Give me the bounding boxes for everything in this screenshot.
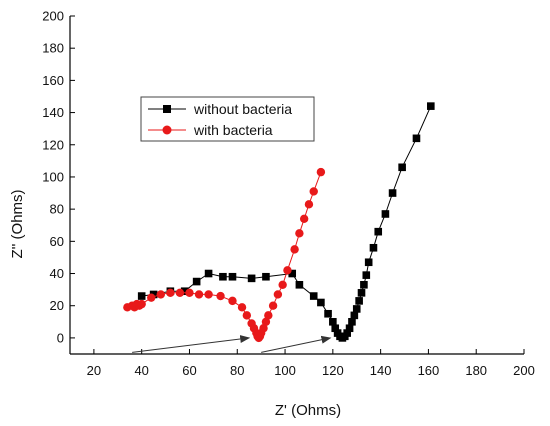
- data-point: [156, 290, 165, 299]
- data-point: [364, 258, 373, 267]
- data-point: [185, 288, 194, 298]
- legend-box: [140, 96, 315, 142]
- legend-label-with-bacteria: with bacteria: [193, 122, 273, 138]
- data-point: [261, 317, 271, 327]
- y-tick-label: 20: [50, 298, 64, 313]
- legend-marker-with-bacteria: [162, 125, 172, 135]
- x-tick-label: 100: [274, 363, 296, 378]
- y-tick-label: 60: [50, 234, 64, 249]
- data-point: [295, 280, 304, 289]
- x-tick-label: 160: [418, 363, 440, 378]
- x-tick-label: 20: [87, 363, 101, 378]
- annotation-arrows: [132, 335, 332, 353]
- y-tick-label: 180: [42, 41, 64, 56]
- data-point: [295, 229, 304, 238]
- data-point: [360, 280, 368, 289]
- x-tick-label: 60: [182, 363, 196, 378]
- y-tick-label: 100: [42, 169, 64, 184]
- data-point: [374, 227, 383, 236]
- y-tick-label: 120: [42, 137, 64, 152]
- data-point: [166, 288, 175, 298]
- data-point: [355, 297, 363, 305]
- data-point: [309, 187, 318, 196]
- data-point: [299, 214, 309, 223]
- data-point: [194, 290, 204, 299]
- data-point: [427, 102, 435, 110]
- data-point: [290, 245, 299, 254]
- data-point: [316, 167, 326, 177]
- data-point: [262, 272, 270, 281]
- data-point: [304, 200, 314, 209]
- data-point: [357, 289, 366, 297]
- data-point: [204, 269, 213, 278]
- data-point: [228, 272, 237, 281]
- data-point: [345, 324, 354, 333]
- data-point: [147, 293, 156, 302]
- y-axis-ticks: 0 20 40 60 80 100 120 140 160 180 200: [42, 9, 75, 345]
- data-point: [137, 292, 146, 300]
- data-point: [350, 311, 359, 320]
- data-point: [242, 311, 252, 320]
- x-tick-label: 120: [322, 363, 344, 378]
- data-point: [192, 277, 201, 286]
- data-point: [264, 311, 273, 320]
- data-point: [278, 280, 287, 289]
- legend: without bacteria with bacteria: [140, 96, 315, 142]
- data-point: [180, 287, 189, 296]
- y-tick-label: 160: [42, 73, 64, 88]
- series-without-bacteria: [137, 102, 435, 342]
- y-axis-title: Z'' (Ohms): [9, 189, 26, 258]
- data-point: [175, 288, 185, 298]
- x-axis-title: Z' (Ohms): [275, 402, 341, 419]
- data-point: [331, 324, 340, 333]
- x-tick-label: 140: [370, 363, 392, 378]
- data-point: [329, 318, 337, 326]
- annotation-arrow: [261, 335, 332, 353]
- data-point: [362, 271, 371, 279]
- legend-marker-without-bacteria: [163, 105, 171, 113]
- data-point: [288, 269, 297, 278]
- data-point: [204, 290, 213, 299]
- y-tick-label: 40: [50, 266, 64, 281]
- x-tick-label: 80: [230, 363, 244, 378]
- data-point: [228, 296, 237, 306]
- data-point: [324, 309, 332, 318]
- data-point: [352, 305, 361, 313]
- data-point: [137, 299, 146, 309]
- data-point: [317, 298, 325, 307]
- data-point: [268, 301, 278, 310]
- x-axis-ticks: 20 40 60 80 100 120 140 160 180 200: [87, 349, 535, 378]
- x-tick-label: 40: [134, 363, 148, 378]
- data-point: [259, 324, 268, 333]
- data-point: [273, 290, 283, 299]
- y-tick-label: 200: [42, 9, 64, 24]
- data-point: [348, 318, 356, 326]
- data-point: [309, 292, 318, 300]
- data-point: [369, 243, 378, 252]
- series-with-bacteria: [123, 167, 326, 343]
- data-point: [398, 163, 406, 172]
- x-tick-label: 200: [513, 363, 535, 378]
- annotation-arrow: [132, 335, 251, 353]
- data-point: [388, 189, 397, 197]
- series-layer: [123, 102, 435, 343]
- data-point: [412, 134, 421, 143]
- data-point: [247, 274, 256, 283]
- y-tick-label: 80: [50, 202, 64, 217]
- y-tick-label: 140: [42, 105, 64, 120]
- legend-label-without-bacteria: without bacteria: [193, 101, 292, 117]
- y-tick-label: 0: [57, 330, 64, 345]
- x-tick-label: 180: [465, 363, 487, 378]
- data-point: [237, 303, 247, 312]
- series-line-with-bacteria: [127, 171, 322, 339]
- data-point: [343, 329, 351, 337]
- data-point: [283, 266, 292, 275]
- data-point: [219, 272, 227, 281]
- data-point: [216, 291, 225, 301]
- data-point: [381, 210, 390, 218]
